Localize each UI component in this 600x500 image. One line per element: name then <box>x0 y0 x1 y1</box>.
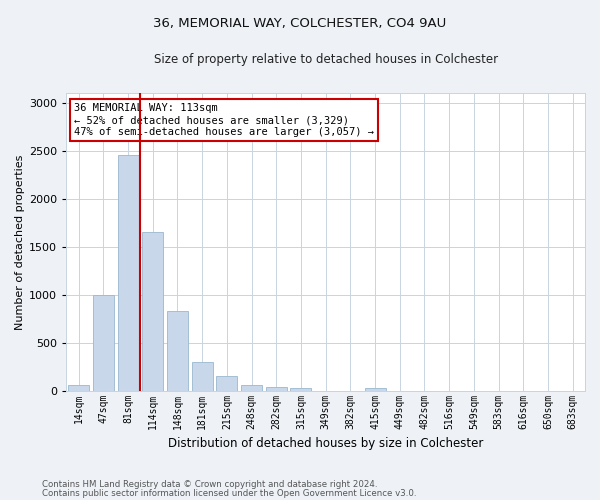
Bar <box>191 362 212 390</box>
Bar <box>290 388 311 390</box>
Bar <box>241 386 262 390</box>
Text: 36 MEMORIAL WAY: 113sqm
← 52% of detached houses are smaller (3,329)
47% of semi: 36 MEMORIAL WAY: 113sqm ← 52% of detache… <box>74 104 374 136</box>
Bar <box>118 156 139 390</box>
Bar <box>142 232 163 390</box>
Bar <box>217 376 238 390</box>
Y-axis label: Number of detached properties: Number of detached properties <box>15 154 25 330</box>
Text: Contains public sector information licensed under the Open Government Licence v3: Contains public sector information licen… <box>42 488 416 498</box>
Bar <box>266 387 287 390</box>
Text: 36, MEMORIAL WAY, COLCHESTER, CO4 9AU: 36, MEMORIAL WAY, COLCHESTER, CO4 9AU <box>154 18 446 30</box>
Bar <box>68 386 89 390</box>
Title: Size of property relative to detached houses in Colchester: Size of property relative to detached ho… <box>154 52 498 66</box>
Bar <box>93 294 114 390</box>
Bar <box>167 311 188 390</box>
Bar <box>365 388 386 390</box>
Text: Contains HM Land Registry data © Crown copyright and database right 2024.: Contains HM Land Registry data © Crown c… <box>42 480 377 489</box>
X-axis label: Distribution of detached houses by size in Colchester: Distribution of detached houses by size … <box>168 437 484 450</box>
